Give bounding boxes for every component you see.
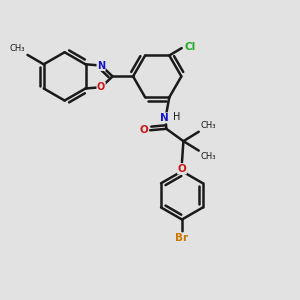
Text: CH₃: CH₃ — [10, 44, 25, 52]
Text: H: H — [173, 112, 180, 122]
Text: Br: Br — [176, 233, 188, 243]
Text: N: N — [160, 113, 169, 123]
Text: O: O — [139, 125, 148, 135]
Text: CH₃: CH₃ — [200, 152, 216, 161]
Text: Cl: Cl — [184, 42, 196, 52]
Text: N: N — [97, 61, 105, 70]
Text: O: O — [97, 82, 105, 92]
Text: O: O — [178, 164, 186, 174]
Text: CH₃: CH₃ — [200, 121, 216, 130]
